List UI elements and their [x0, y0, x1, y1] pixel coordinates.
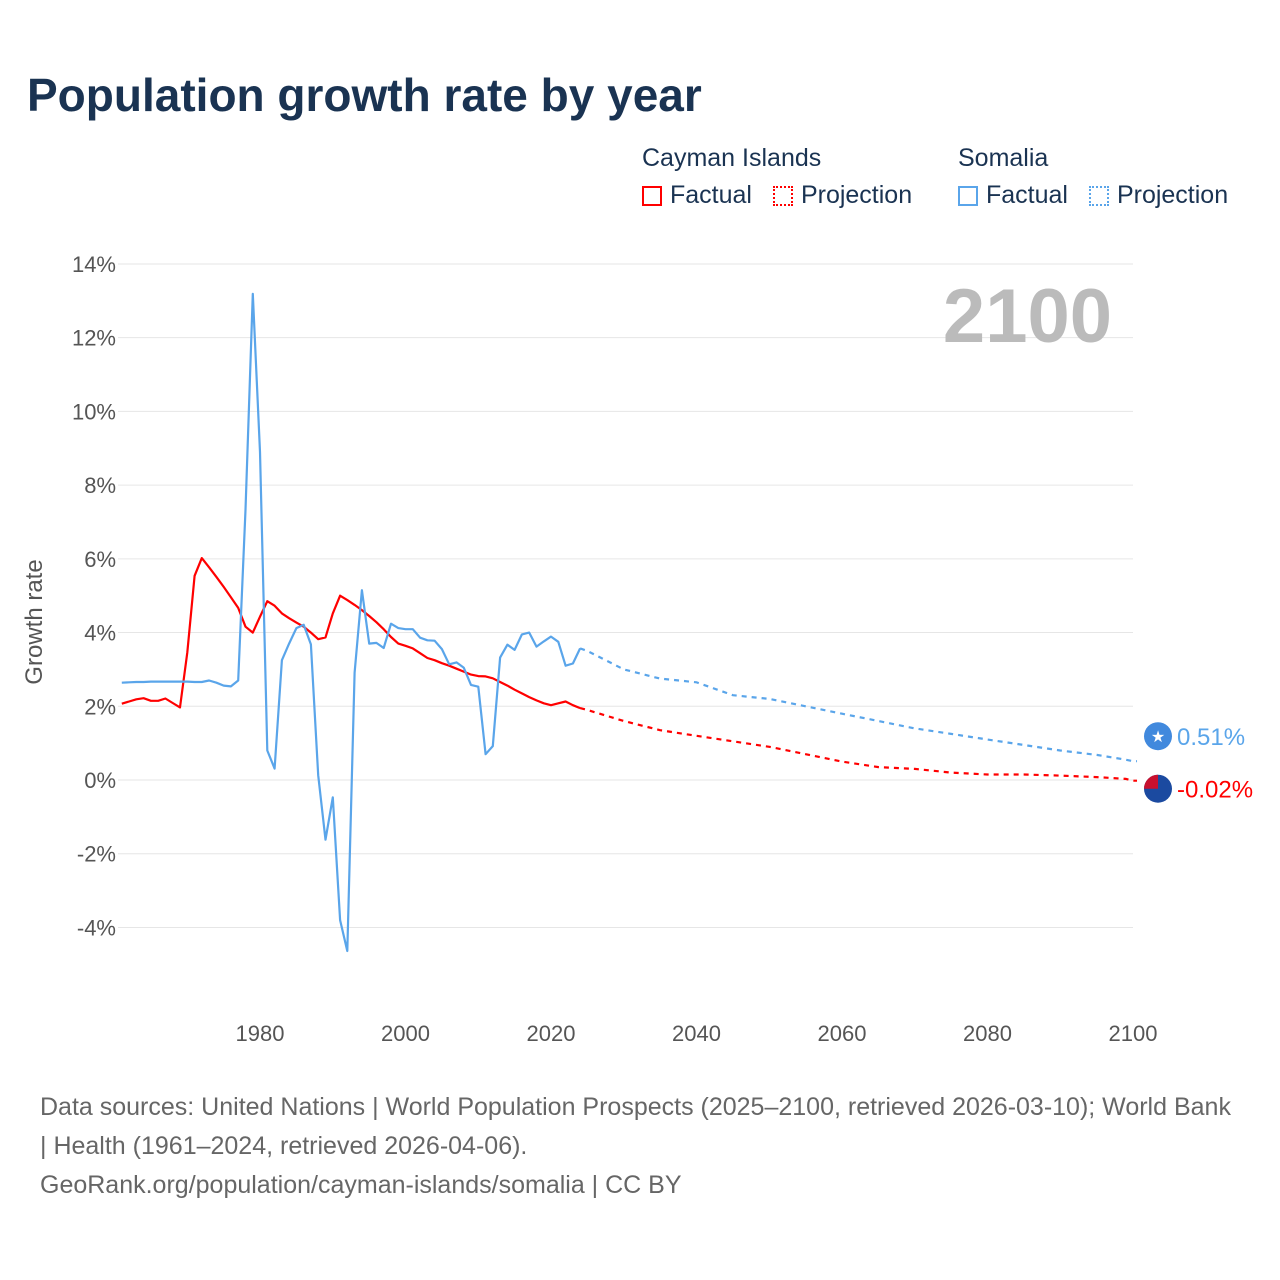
legend-item-somalia-projection[interactable]: Projection	[1088, 181, 1228, 209]
legend-item-somalia-factual[interactable]: Factual	[958, 181, 1068, 209]
series-line-factual-1	[121, 292, 582, 953]
legend-group-cayman: Cayman Islands Factual Projection	[642, 144, 912, 210]
x-tick-label: 2000	[381, 1021, 430, 1046]
legend-swatch-dotted	[772, 186, 793, 206]
y-tick-label: 14%	[72, 252, 116, 277]
legend-swatch-solid	[642, 186, 662, 206]
y-tick-label: 10%	[72, 399, 116, 424]
series-line-projection-1	[579, 647, 1138, 763]
x-tick-label: 2100	[1109, 1021, 1158, 1046]
legend-item-cayman-factual[interactable]: Factual	[642, 181, 752, 209]
y-tick-label: 0%	[84, 768, 116, 793]
union-jack-icon	[1144, 774, 1158, 789]
y-tick-label: 6%	[84, 547, 116, 572]
chart-title: Population growth rate by year	[27, 69, 702, 121]
y-tick-label: -2%	[77, 842, 116, 867]
credit-link[interactable]: GeoRank.org/population/cayman-islands/so…	[40, 1171, 682, 1199]
legend-group-title: Cayman Islands	[642, 144, 822, 172]
x-tick-label: 2020	[527, 1021, 576, 1046]
y-tick-label: 8%	[84, 473, 116, 498]
y-tick-label: 12%	[72, 326, 116, 351]
x-tick-label: 1980	[236, 1021, 285, 1046]
somalia-end-label: 0.51%	[1177, 724, 1245, 751]
y-tick-label: -4%	[77, 915, 116, 940]
legend-item-cayman-projection[interactable]: Projection	[772, 181, 912, 209]
legend-swatch-dotted	[1088, 186, 1109, 206]
x-tick-label: 2060	[818, 1021, 867, 1046]
series-line-projection-0	[579, 707, 1138, 782]
footer: Data sources: United Nations | World Pop…	[40, 1088, 1240, 1205]
x-tick-label: 2080	[963, 1021, 1012, 1046]
y-axis-label: Growth rate	[21, 559, 48, 684]
legend-swatch-solid	[958, 186, 978, 206]
legend-group-title: Somalia	[958, 144, 1049, 172]
legend-group-somalia: Somalia Factual Projection	[958, 144, 1228, 210]
star-icon: ★	[1151, 729, 1165, 746]
y-tick-label: 4%	[84, 621, 116, 646]
y-tick-label: 2%	[84, 694, 116, 719]
x-tick-label: 2040	[672, 1021, 721, 1046]
somalia-flag-icon	[1144, 722, 1172, 751]
current-year-label: 2100	[943, 274, 1112, 359]
series-line-factual-0	[121, 556, 581, 710]
data-sources: Data sources: United Nations | World Pop…	[40, 1093, 1231, 1160]
cayman-end-label: -0.02%	[1177, 777, 1253, 804]
